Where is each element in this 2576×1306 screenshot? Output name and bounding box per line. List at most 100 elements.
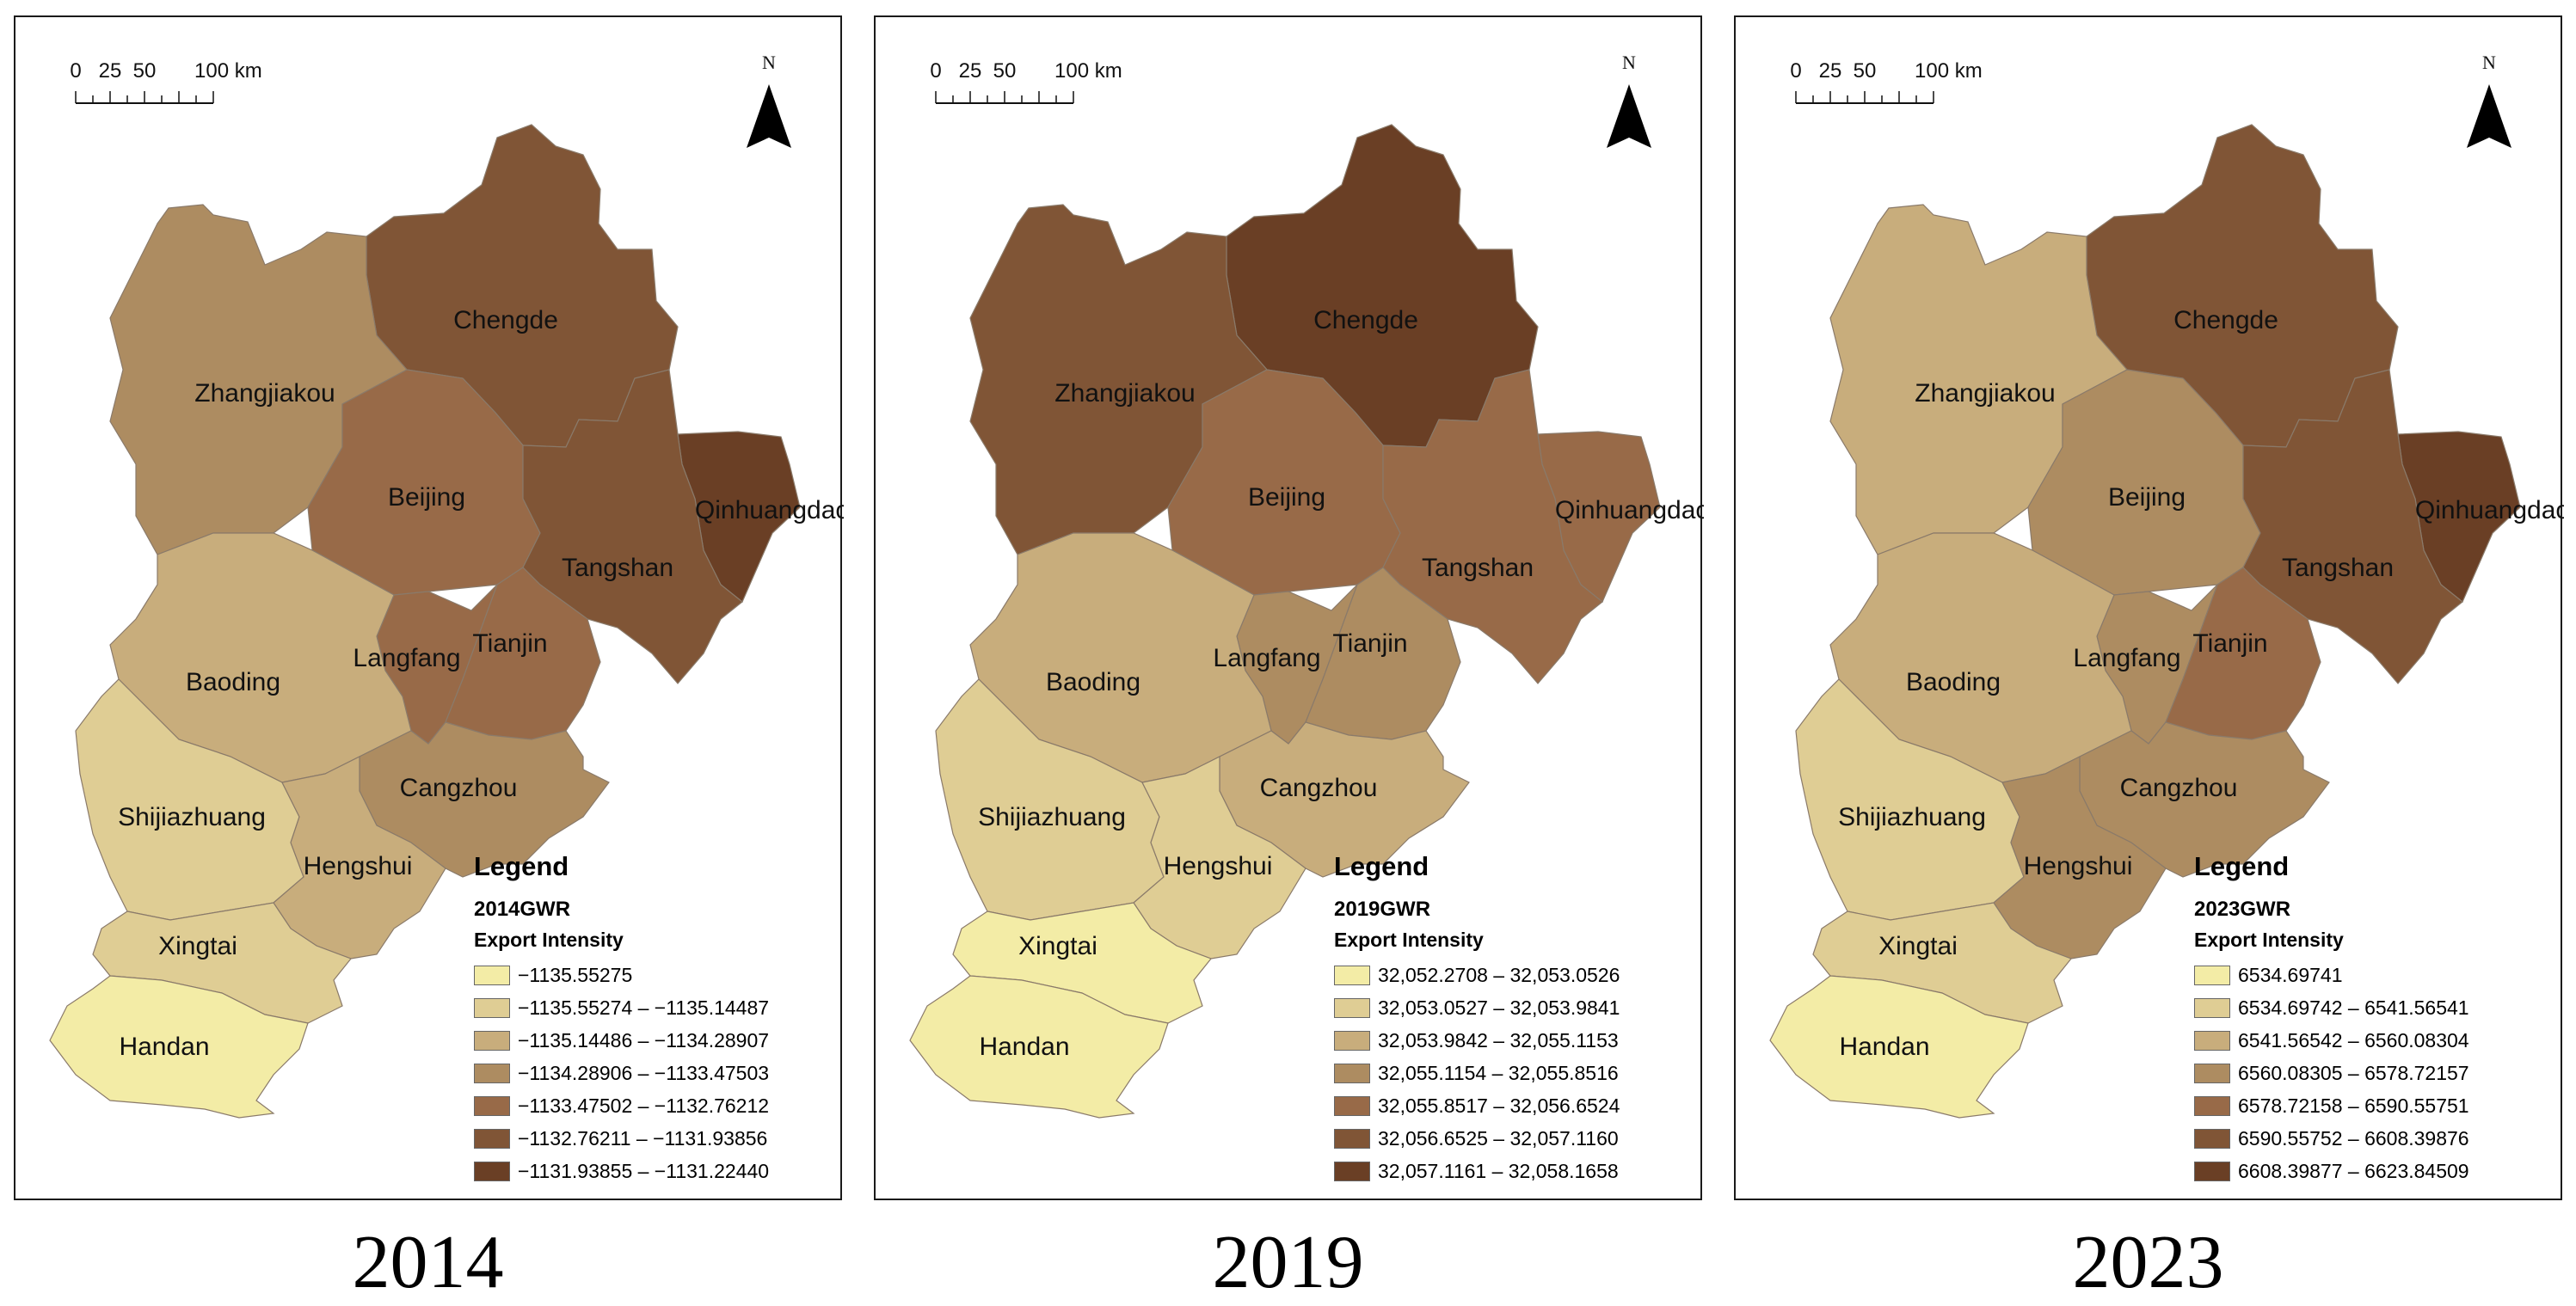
scale-tick-label: 100 km (194, 59, 262, 83)
legend-item-label: −1134.28906 – −1133.47503 (518, 1061, 770, 1084)
scale-tick-label: 100 km (1054, 59, 1122, 83)
legend-item-label: 6608.39877 – 6623.84509 (2238, 1159, 2469, 1182)
regions (49, 124, 801, 1119)
legend-layer: 2019GWR (1334, 898, 1431, 921)
scale-tick-label: 25 (1819, 59, 1842, 83)
legend-item: 32,055.1154 – 32,055.8516 (1334, 1057, 1695, 1089)
legend-item: −1131.93855 – −1131.22440 (474, 1155, 835, 1187)
legend-item: 6590.55752 – 6608.39876 (2194, 1122, 2555, 1155)
legend-item-label: 32,057.1161 – 32,058.1658 (1378, 1159, 1619, 1182)
region-label-beijing: Beijing (2108, 483, 2186, 512)
scale-tick-label: 50 (993, 59, 1017, 83)
region-label-cangzhou: Cangzhou (400, 774, 518, 802)
region-label-shijiazhuang: Shijiazhuang (118, 803, 266, 831)
legend-swatch (2194, 1030, 2230, 1051)
region-label-handan: Handan (979, 1033, 1069, 1061)
legend-swatch (2194, 1161, 2230, 1181)
north-arrow-icon: N (1607, 52, 1651, 148)
legend-item: −1135.55274 – −1135.14487 (474, 991, 835, 1024)
legend-item-label: 32,053.0527 – 32,053.9841 (1378, 996, 1620, 1019)
legend-title: Legend (2194, 851, 2290, 881)
legend-swatch (1334, 1128, 1370, 1149)
legend-item-label: 6534.69741 (2238, 963, 2343, 986)
region-label-chengde: Chengde (2173, 306, 2278, 334)
scale-tick-label: 0 (930, 59, 941, 83)
region-handan (1769, 975, 2029, 1119)
legend-item-label: −1131.93855 – −1131.22440 (518, 1159, 770, 1182)
legend-swatch (2194, 965, 2230, 985)
legend-item-label: 32,055.1154 – 32,055.8516 (1378, 1061, 1619, 1084)
legend-swatch (2194, 1128, 2230, 1149)
region-label-tianjin: Tianjin (1332, 629, 1407, 658)
region-label-tangshan: Tangshan (2282, 554, 2394, 582)
legend-item-label: 6541.56542 – 6560.08304 (2238, 1028, 2469, 1052)
legend-item: 6578.72158 – 6590.55751 (2194, 1089, 2555, 1122)
scale-tick-label: 50 (133, 59, 157, 83)
map-panel-2014: Chengde Zhangjiakou Beijing Qinhuangdao Tang… (14, 15, 844, 1200)
region-label-cangzhou: Cangzhou (1260, 774, 1378, 802)
region-label-shijiazhuang: Shijiazhuang (978, 803, 1126, 831)
region-label-xingtai: Xingtai (158, 932, 237, 960)
region-label-qinhuangdao: Qinhuangdao (1555, 496, 1704, 524)
north-arrow-icon: N (747, 52, 791, 148)
region-label-beijing: Beijing (1248, 483, 1325, 512)
legend-swatch (474, 1161, 510, 1181)
scale-tick-label: 0 (1790, 59, 1801, 83)
legend-swatch (1334, 1030, 1370, 1051)
legend-item-label: 6534.69742 – 6541.56541 (2238, 996, 2469, 1019)
scale-bar: 0 25 50 100 km (1790, 59, 1983, 104)
region-label-chengde: Chengde (453, 306, 558, 334)
legend-item-label: 6560.08305 – 6578.72157 (2238, 1061, 2469, 1084)
legend-item-label: −1135.55275 (518, 963, 633, 986)
region-label-zhangjiakou: Zhangjiakou (1054, 379, 1195, 408)
legend-item: 32,053.0527 – 32,053.9841 (1334, 991, 1695, 1024)
scale-tick-label: 0 (70, 59, 81, 83)
region-label-hengshui: Hengshui (304, 852, 413, 880)
region-label-beijing: Beijing (388, 483, 465, 512)
map-panel-2023: Chengde Zhangjiakou Beijing Qinhuangdao Tang… (1734, 15, 2564, 1200)
region-label-handan: Handan (119, 1033, 209, 1061)
legend-item: 6534.69741 (2194, 959, 2555, 991)
region-label-baoding: Baoding (1906, 668, 2001, 696)
legend-item: −1134.28906 – −1133.47503 (474, 1057, 835, 1089)
region-label-hengshui: Hengshui (1164, 852, 1273, 880)
legend-item-label: 32,052.2708 – 32,053.0526 (1378, 963, 1620, 986)
legend: Legend 2014GWR Export Intensity −1135.55… (474, 851, 835, 1187)
legend: Legend 2019GWR Export Intensity 32,052.2… (1334, 851, 1695, 1187)
legend-item: 32,055.8517 – 32,056.6524 (1334, 1089, 1695, 1122)
legend-layer: 2023GWR (2194, 898, 2291, 921)
legend-item: −1133.47502 – −1132.76212 (474, 1089, 835, 1122)
legend-item: 6608.39877 – 6623.84509 (2194, 1155, 2555, 1187)
legend: Legend 2023GWR Export Intensity 6534.697… (2194, 851, 2555, 1187)
legend-swatch (1334, 1095, 1370, 1116)
legend-item: −1132.76211 – −1131.93856 (474, 1122, 835, 1155)
legend-item-label: 32,056.6525 – 32,057.1160 (1378, 1126, 1619, 1150)
map-canvas: Chengde Zhangjiakou Beijing Qinhuangdao Tang… (49, 52, 844, 1119)
legend-classes: −1135.55275 −1135.55274 – −1135.14487 −113… (474, 959, 835, 1187)
region-label-shijiazhuang: Shijiazhuang (1838, 803, 1986, 831)
region-label-langfang: Langfang (353, 644, 460, 672)
legend-item-label: −1135.55274 – −1135.14487 (518, 996, 770, 1019)
year-label: 2019 (1212, 1221, 1364, 1304)
legend-swatch (474, 1128, 510, 1149)
region-label-baoding: Baoding (186, 668, 280, 696)
region-label-tangshan: Tangshan (562, 554, 673, 582)
region-tianjin (445, 567, 601, 740)
legend-item-label: −1135.14486 – −1134.28907 (518, 1028, 770, 1052)
legend-item-label: 6590.55752 – 6608.39876 (2238, 1126, 2469, 1150)
legend-item: 32,056.6525 – 32,057.1160 (1334, 1122, 1695, 1155)
region-label-langfang: Langfang (1213, 644, 1320, 672)
legend-swatch (474, 997, 510, 1018)
legend-swatch (474, 1063, 510, 1083)
region-label-tangshan: Tangshan (1422, 554, 1534, 582)
region-label-qinhuangdao: Qinhuangdao (695, 496, 844, 524)
region-label-hengshui: Hengshui (2024, 852, 2133, 880)
region-label-xingtai: Xingtai (1878, 932, 1958, 960)
year-label: 2014 (352, 1221, 504, 1304)
legend-field: Export Intensity (474, 929, 624, 951)
legend-item: 32,052.2708 – 32,053.0526 (1334, 959, 1695, 991)
region-hengshui (273, 756, 446, 960)
legend-swatch (1334, 1063, 1370, 1083)
region-tianjin (1305, 567, 1461, 740)
region-hengshui (1993, 756, 2167, 960)
